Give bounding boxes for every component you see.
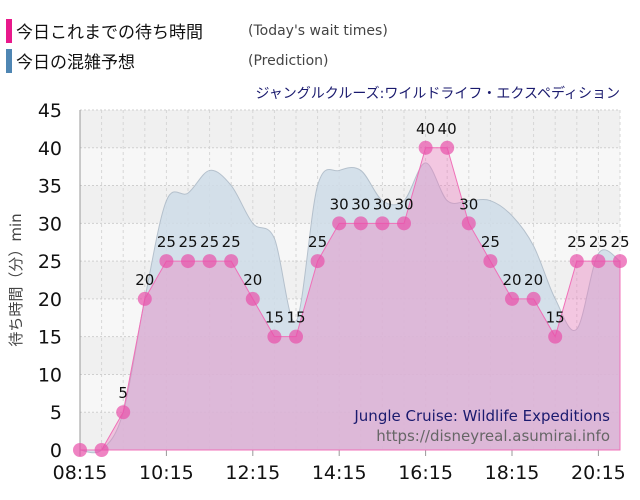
- legend-prediction-swatch: [6, 48, 12, 73]
- data-label: 15: [546, 309, 565, 327]
- actual-point: [137, 291, 152, 306]
- actual-point: [159, 254, 174, 269]
- actual-point: [267, 329, 282, 344]
- actual-point: [397, 216, 411, 231]
- y-tick-label: 30: [38, 213, 62, 235]
- actual-point: [613, 254, 627, 269]
- x-tick-label: 18:15: [485, 462, 540, 484]
- data-label: 30: [373, 195, 392, 213]
- data-label: 25: [567, 233, 586, 251]
- y-tick-label: 10: [38, 364, 62, 386]
- data-label: 20: [243, 271, 262, 289]
- x-tick-label: 12:15: [225, 462, 280, 484]
- data-label: 25: [178, 233, 197, 251]
- y-tick-label: 35: [38, 176, 62, 198]
- data-label: 30: [330, 195, 349, 213]
- y-tick-label: 45: [38, 100, 62, 122]
- actual-point: [181, 254, 195, 269]
- actual-area: [80, 147, 621, 451]
- y-tick-label: 0: [50, 440, 62, 462]
- watermark-url: https://disneyreal.asumirai.info: [376, 427, 610, 445]
- actual-point: [591, 254, 606, 269]
- x-tick-label: 16:15: [398, 462, 453, 484]
- grid-band: [80, 110, 620, 148]
- y-tick-label: 5: [50, 402, 62, 424]
- actual-point: [461, 216, 476, 231]
- actual-point: [548, 329, 563, 344]
- data-label: 30: [351, 195, 370, 213]
- actual-point: [332, 216, 347, 231]
- legend-actual-sub: (Today's wait times): [248, 22, 388, 39]
- data-label: 25: [308, 233, 327, 251]
- actual-point: [224, 254, 239, 269]
- data-label: 25: [481, 233, 500, 251]
- data-label: 20: [524, 271, 543, 289]
- chart-title: ジャングルクルーズ:ワイルドライフ・エクスペディション: [255, 86, 620, 102]
- y-tick-label: 20: [38, 289, 62, 311]
- data-label: 15: [265, 309, 284, 327]
- actual-point: [505, 291, 519, 306]
- legend-prediction-label: 今日の混雑予想: [16, 53, 135, 73]
- data-label: 40: [438, 120, 457, 138]
- data-label: 25: [610, 233, 629, 251]
- x-tick-label: 14:15: [312, 462, 367, 484]
- x-tick-label: 10:15: [139, 462, 194, 484]
- x-tick-label: 08:15: [53, 462, 108, 484]
- data-label: 25: [200, 233, 219, 251]
- data-label: 25: [222, 233, 241, 251]
- y-tick-label: 40: [38, 138, 62, 160]
- legend-actual-label: 今日これまでの待ち時間: [16, 23, 203, 43]
- data-label: 25: [157, 233, 176, 251]
- y-tick-label: 15: [38, 327, 62, 349]
- data-label: 20: [135, 271, 154, 289]
- data-label: 40: [416, 120, 435, 138]
- actual-point: [440, 140, 455, 155]
- actual-point: [483, 254, 498, 269]
- data-label: 30: [394, 195, 413, 213]
- actual-point: [202, 254, 217, 269]
- y-tick-label: 25: [38, 251, 62, 273]
- data-label: 25: [589, 233, 608, 251]
- legend-actual-swatch: [6, 18, 12, 43]
- actual-point: [569, 254, 584, 269]
- y-axis-label: 待ち時間（分）min: [7, 213, 25, 346]
- x-tick-label: 20:15: [571, 462, 626, 484]
- actual-point: [375, 216, 390, 231]
- data-label: 15: [286, 309, 305, 327]
- actual-point: [245, 291, 260, 306]
- prediction-area: [79, 162, 621, 454]
- legend-prediction-sub: (Prediction): [248, 52, 329, 69]
- actual-point: [94, 443, 109, 457]
- legend-actual: 今日これまでの待ち時間 (Today's wait times): [6, 18, 388, 43]
- actual-point: [310, 254, 325, 269]
- actual-point: [418, 140, 433, 155]
- actual-point: [116, 405, 131, 420]
- legend-prediction: 今日の混雑予想 (Prediction): [6, 48, 328, 73]
- data-label: 30: [459, 195, 478, 213]
- data-label: 20: [502, 271, 521, 289]
- watermark-title: Jungle Cruise: Wildlife Expeditions: [353, 407, 610, 425]
- actual-point: [526, 291, 541, 306]
- actual-point: [289, 329, 303, 344]
- actual-point: [73, 443, 87, 457]
- data-label: 5: [118, 384, 128, 402]
- actual-point: [353, 216, 368, 231]
